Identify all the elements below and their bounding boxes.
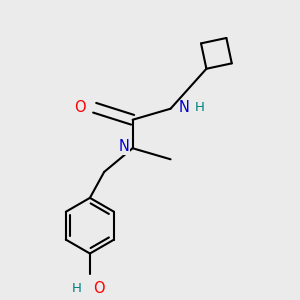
Text: N: N [178,100,189,115]
Text: H: H [194,100,204,114]
Text: O: O [93,281,105,296]
Text: O: O [74,100,86,115]
Text: H: H [72,282,82,295]
Text: N: N [118,139,129,154]
